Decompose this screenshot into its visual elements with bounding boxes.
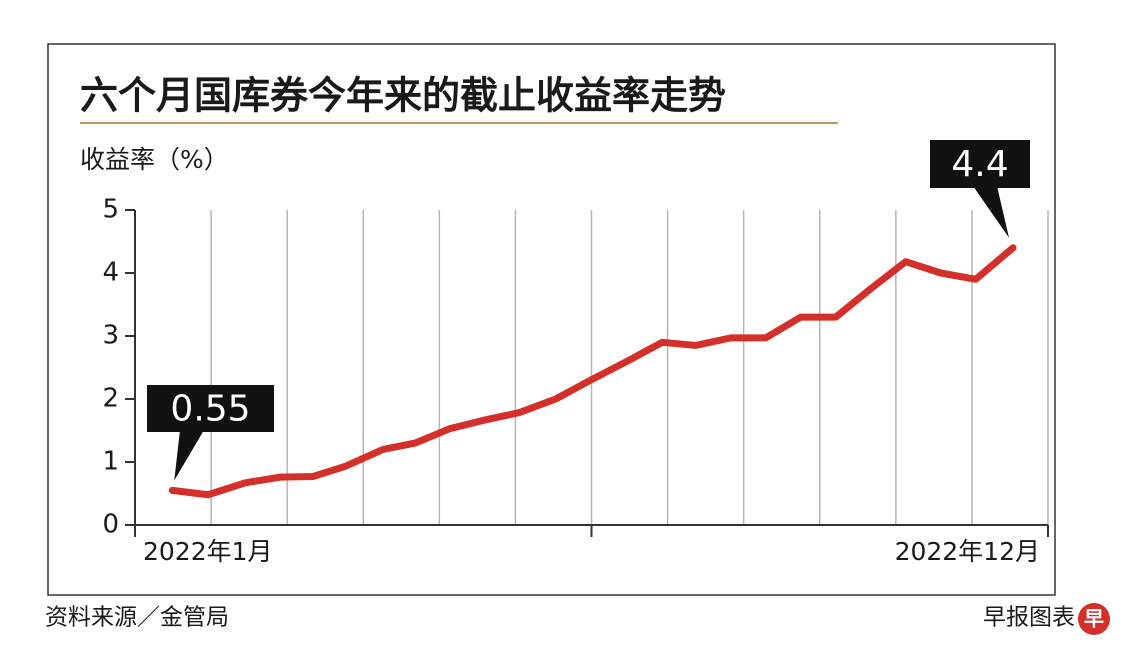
y-tick-label: 0 bbox=[102, 510, 119, 540]
y-tick-label: 3 bbox=[102, 321, 119, 351]
callout-pointer bbox=[973, 186, 1010, 238]
source: 资料来源／金管局 bbox=[45, 605, 229, 631]
callout-pointer bbox=[174, 430, 204, 481]
y-axis-label: 收益率（%） bbox=[80, 145, 229, 174]
callout-box bbox=[147, 385, 274, 432]
callout-label: 4.4 bbox=[951, 144, 1008, 185]
logo-circle bbox=[1078, 603, 1110, 635]
y-tick-label: 5 bbox=[102, 195, 119, 225]
callout: 0.55 bbox=[147, 385, 274, 481]
callout-label: 0.55 bbox=[170, 389, 250, 430]
y-tick-label: 4 bbox=[102, 258, 119, 288]
y-tick-label: 2 bbox=[102, 384, 119, 414]
x-tick-label: 2022年1月 bbox=[143, 537, 273, 566]
y-tick-label: 1 bbox=[102, 447, 119, 477]
logo: 早 bbox=[1084, 607, 1104, 631]
callout: 4.4 bbox=[930, 140, 1030, 238]
data-line bbox=[168, 244, 1017, 499]
frame bbox=[47, 43, 1056, 596]
callout-box bbox=[930, 140, 1030, 188]
chart-title: 六个月国库券今年来的截止收益率走势 bbox=[80, 74, 726, 118]
credit: 早报图表 bbox=[983, 605, 1075, 631]
x-tick-label: 2022年12月 bbox=[895, 537, 1040, 566]
